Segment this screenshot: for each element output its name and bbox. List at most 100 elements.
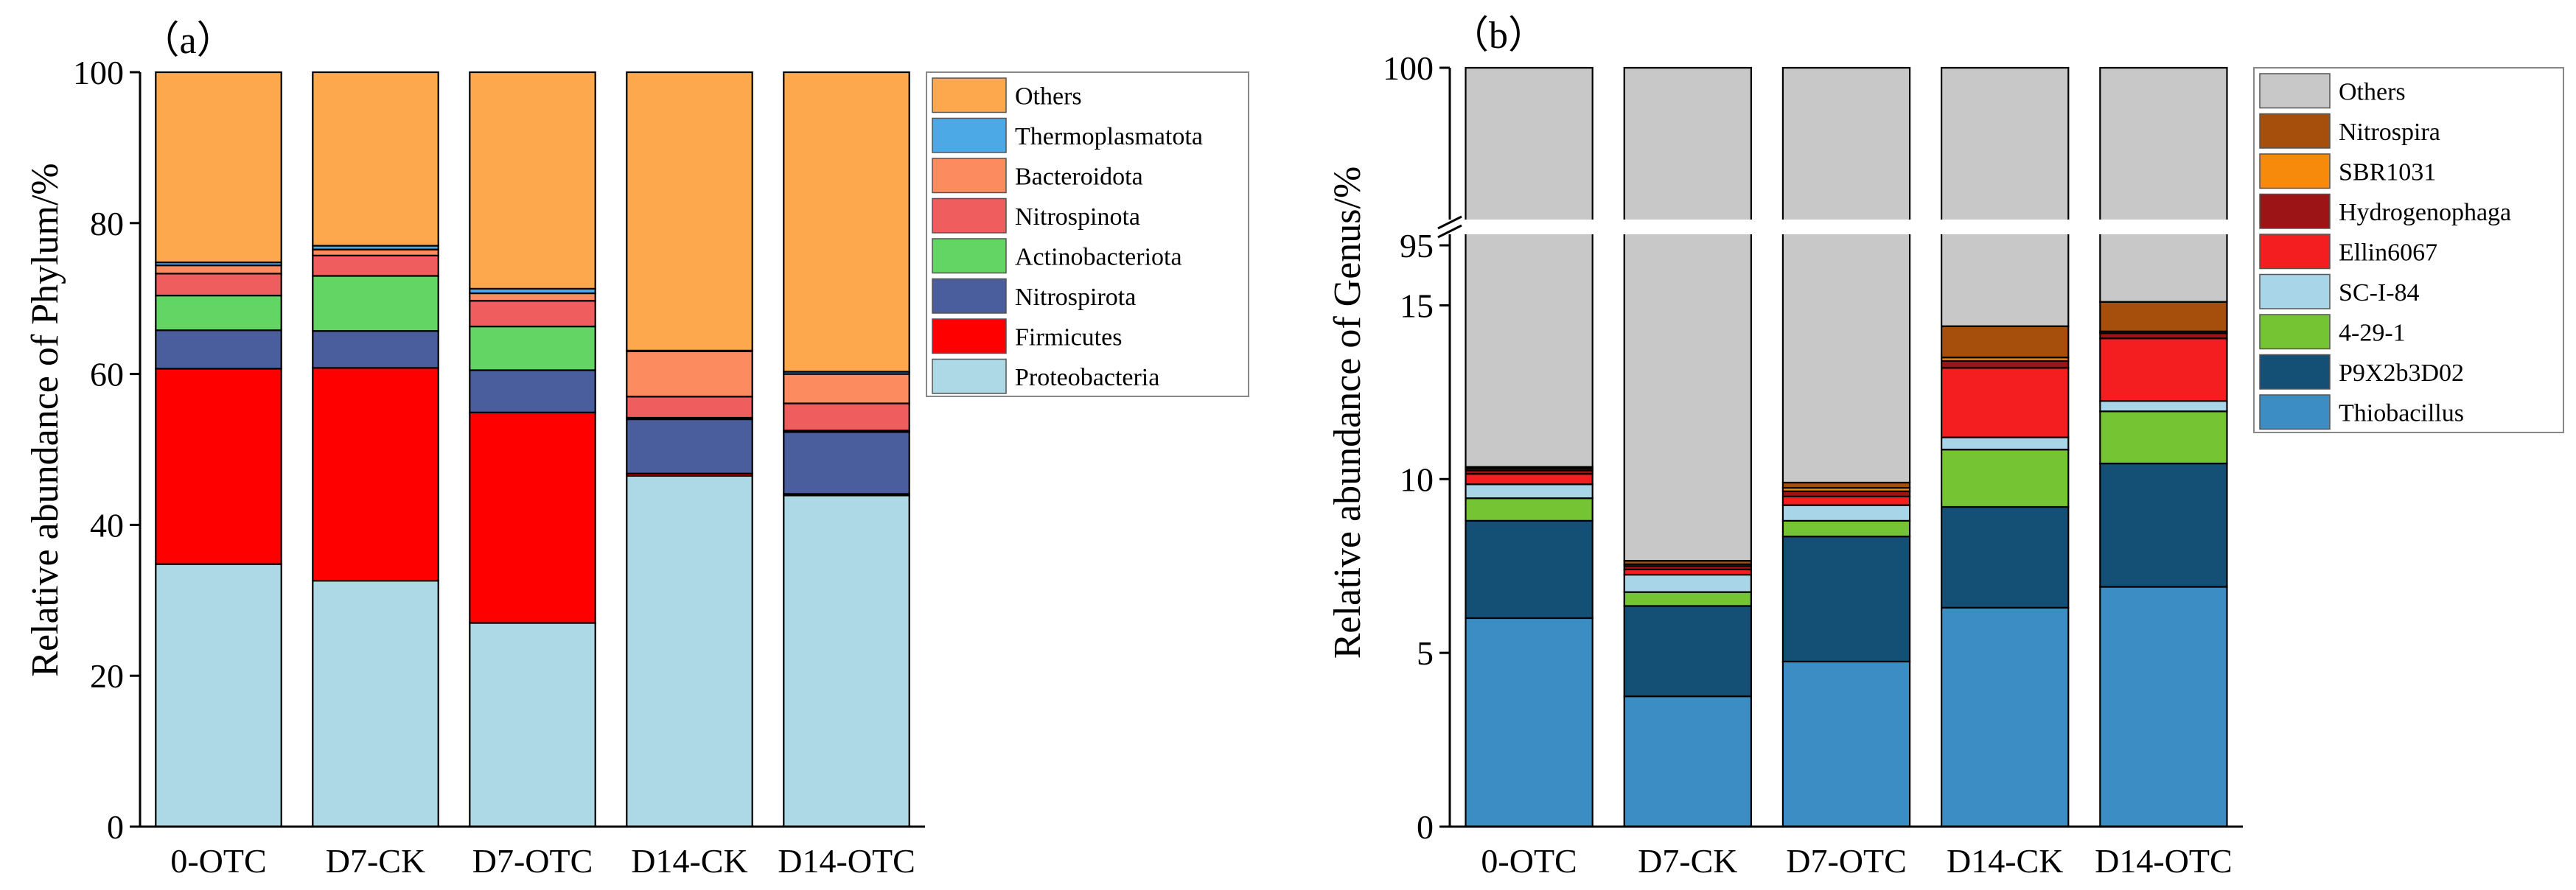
bar-d14-otc-proteobacteria [783,494,910,828]
x-tick-label-d14-otc: D14-OTC [2095,842,2233,880]
legend-label-firmicutes: Firmicutes [1015,323,1122,351]
bar-0-otc-sc-i-84 [1465,483,1594,500]
bar-d14-otc-nitrospirota [783,431,910,495]
legend-label-nitrospira: Nitrospira [2339,119,2440,146]
bar-d7-otc-proteobacteria [469,622,596,828]
legend-label-thermoplasmatota: Thermoplasmatota [1015,123,1203,150]
legend-swatch-ellin6067 [2259,234,2331,270]
bar-d7-ck-proteobacteria [312,580,439,828]
x-tick-label-d14-ck: D14-CK [631,842,747,880]
bar-d7-ck-nitrospirota [312,330,439,369]
bar-d14-ck-nitrospirota [626,418,753,474]
panel-a-legend: Others Thermoplasmatota Bacteroidota Nitros… [926,71,1249,397]
bar-d7-otc-actinobacteriota [469,325,596,371]
bar-d7-ck-others [1623,66,1752,562]
bar-d14-ck-p9x2b3d02 [1941,505,2070,609]
panel-a-bars [155,71,910,828]
bar-0-otc-proteobacteria [155,563,282,828]
panel-b-legend: Others Nitrospira SBR1031 Hydrogenophaga Ell… [2253,67,2564,433]
bar-d14-ck-sc-i-84 [1941,436,2070,451]
legend-label-ellin6067: Ellin6067 [2339,239,2437,266]
legend-label-sc-i-84: SC-I-84 [2339,279,2420,306]
bar-d7-otc-others [1781,66,1911,484]
panel-a-phylum-chart: （a） Relative abundance of Phylum/% 0-OTC… [24,20,1249,880]
bar-d7-otc-4-29-1 [1781,519,1911,538]
bar-d14-ck-others [626,71,753,351]
legend-swatch-hydrogenophaga [2259,193,2331,229]
bar-0-otc-bacteroidota [155,264,282,275]
legend-swatch-nitrospirota [932,278,1007,314]
bar-d14-ck-4-29-1 [1941,449,2070,508]
bar-d14-ck-ellin6067 [1941,367,2070,438]
bar-d14-otc-sc-i-84 [2099,400,2228,413]
legend-swatch-thiobacillus [2259,394,2331,430]
bar-d14-otc-others [783,71,910,373]
y-tick-label-100: 100 [1383,49,1434,87]
bar-d14-ck-nitrospinota [626,396,753,419]
legend-swatch-nitrospira [2259,113,2331,149]
legend-label-bacteroidota: Bacteroidota [1015,163,1143,190]
bar-0-otc-nitrospinota [155,273,282,297]
x-tick-label-0-otc: 0-OTC [1481,842,1577,880]
legend-label-thiobacillus: Thiobacillus [2339,399,2464,427]
legend-swatch-bacteroidota [932,158,1007,194]
bar-d7-otc-thiobacillus [1781,660,1911,828]
legend-swatch-nitrospinota [932,197,1007,234]
bar-d7-otc-nitrospinota [469,300,596,328]
y-tick-label-60: 60 [90,356,124,393]
bar-d14-otc-nitrospira [2099,301,2228,332]
y-tick-label-80: 80 [90,205,124,242]
x-tick-label-d14-ck: D14-CK [1947,842,2063,880]
legend-swatch-others [2259,73,2331,109]
panel-b-genus-chart: （b） Relative abundance of Genus/% 0-OTC D… [1327,15,2564,880]
y-tick-label-20: 20 [90,657,124,695]
bar-d14-ck-thiobacillus [1941,606,2070,828]
bar-d7-ck-sc-i-84 [1623,573,1752,593]
legend-label-others: Others [1015,83,1082,110]
axis-break-mark [1437,215,1462,230]
legend-swatch-4-29-1 [2259,314,2331,350]
x-tick-label-d7-ck: D7-CK [326,842,425,880]
x-tick-label-0-otc: 0-OTC [170,842,266,880]
x-tick-label-d7-otc: D7-OTC [472,842,593,880]
bar-d7-otc-sc-i-84 [1781,504,1911,522]
legend-swatch-firmicutes [932,318,1007,354]
legend-swatch-p9x2b3d02 [2259,354,2331,390]
panel-b-axes: 0-OTC D7-CK D7-OTC D14-CK D14-OTC 0 5 10 15 95 100 [1383,49,2243,880]
y-tick-label-15: 15 [1400,287,1434,324]
bar-d7-ck-4-29-1 [1623,591,1752,607]
bar-d7-otc-ellin6067 [1781,495,1911,506]
bar-0-otc-ellin6067 [1465,473,1594,486]
y-tick-label-100: 100 [73,54,124,91]
legend-label-nitrospinota: Nitrospinota [1015,203,1140,231]
legend-swatch-others [932,77,1007,113]
legend-label-proteobacteria: Proteobacteria [1015,364,1159,391]
legend-swatch-sbr1031 [2259,153,2331,189]
legend-label-p9x2b3d02: P9X2b3D02 [2339,360,2464,387]
legend-label-hydrogenophaga: Hydrogenophaga [2339,199,2511,226]
panel-a-label: （a） [141,20,234,62]
bar-d14-ck-others [1941,66,2070,327]
bar-d7-otc-p9x2b3d02 [1781,536,1911,663]
panel-a-axes: 0-OTC D7-CK D7-OTC D14-CK D14-OTC 0 20 40 60 80 10… [73,54,925,880]
axis-break-gap [1420,220,2272,234]
bar-d7-ck-actinobacteriota [312,275,439,332]
bar-0-otc-nitrospirota [155,329,282,370]
bar-d14-otc-bacteroidota [783,373,910,404]
y-tick-label-0: 0 [1417,808,1434,846]
bar-0-otc-thiobacillus [1465,617,1594,828]
bar-d14-otc-ellin6067 [2099,337,2228,402]
bar-d7-ck-firmicutes [312,367,439,582]
legend-label-others: Others [2339,78,2406,105]
bar-d14-otc-p9x2b3d02 [2099,462,2228,588]
bar-d7-ck-p9x2b3d02 [1623,605,1752,698]
bar-d14-otc-others [2099,66,2228,303]
bar-d14-otc-thiobacillus [2099,586,2228,828]
x-tick-label-d7-ck: D7-CK [1638,842,1737,880]
bar-0-otc-actinobacteriota [155,295,282,332]
y-tick-label-95: 95 [1400,227,1434,264]
y-tick-label-0: 0 [107,808,124,846]
panel-b-label: （b） [1451,15,1546,57]
axis-break-mark [1437,224,1462,239]
bar-d14-otc-4-29-1 [2099,410,2228,465]
